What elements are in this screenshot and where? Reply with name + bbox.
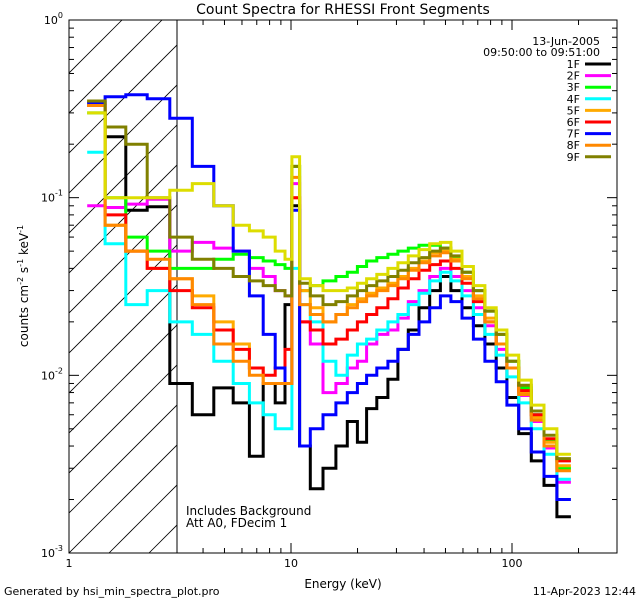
x-axis-label: Energy (keV) — [304, 577, 381, 591]
hatch-line — [469, 0, 640, 553]
legend-label-6f: 6F — [567, 116, 580, 129]
legend-label-5f: 5F — [567, 104, 580, 117]
legend-label-2f: 2F — [567, 70, 580, 83]
hatch-line — [69, 44, 177, 154]
series-line-7f — [87, 93, 571, 501]
hatch-line — [69, 164, 177, 274]
legend-label-4f: 4F — [567, 93, 580, 106]
y-label-part-a: counts cm — [17, 285, 31, 347]
legend-label-1f: 1F — [567, 58, 580, 71]
hatch-line — [69, 204, 177, 314]
legend-label-9f: 9F — [567, 151, 580, 164]
series-line-5f — [87, 99, 571, 468]
hatch-line — [69, 404, 177, 514]
plot-frame — [68, 19, 618, 554]
hatch-line — [69, 20, 123, 74]
y-label-exp-f: -1 — [16, 225, 25, 233]
y-tick-label: 100 — [44, 11, 63, 27]
y-label-part-e: keV — [17, 232, 31, 259]
hatch-line — [389, 0, 640, 553]
series-line-2f — [87, 182, 571, 484]
y-label-exp-b: -2 — [16, 277, 25, 285]
x-tick-label: 100 — [502, 557, 523, 570]
y-tick-label: 10-3 — [41, 544, 63, 560]
date-label: 13-Jun-2005 — [532, 35, 600, 48]
series-line-1f — [87, 100, 571, 519]
y-label-part-c: s — [17, 267, 31, 277]
legend-label-3f: 3F — [567, 81, 580, 94]
series-line-9f — [87, 99, 571, 461]
series-line-4f — [87, 150, 571, 481]
hatch-line — [69, 364, 177, 474]
hatch-line — [69, 444, 177, 553]
hatch-line — [589, 0, 640, 553]
chart-title: Count Spectra for RHESSI Front Segments — [196, 2, 490, 18]
footer-timestamp: 11-Apr-2023 12:44 — [533, 585, 636, 598]
hatch-line — [69, 124, 177, 234]
hatch-line — [69, 20, 163, 114]
legend-label-8f: 8F — [567, 139, 580, 152]
time-range-label: 09:50:00 to 09:51:00 — [483, 46, 600, 59]
legend-label-7f: 7F — [567, 128, 580, 141]
series-line-6f — [87, 104, 571, 463]
x-tick-label: 10 — [284, 557, 298, 570]
x-tick-label-min: 1 — [66, 557, 73, 570]
footer-generated: Generated by hsi_min_spectra_plot.pro — [4, 585, 220, 598]
y-axis-label: counts cm-2 s-1 keV-1 — [16, 225, 31, 347]
y-tick-label: 10-1 — [41, 189, 63, 205]
annotation-attenuator: Att A0, FDecim 1 — [186, 516, 287, 530]
y-label-exp-d: -1 — [16, 259, 25, 267]
annotation-background: Includes Background — [186, 504, 311, 518]
y-tick-label: 10-2 — [41, 366, 63, 382]
series-line-yellow — [87, 111, 571, 456]
